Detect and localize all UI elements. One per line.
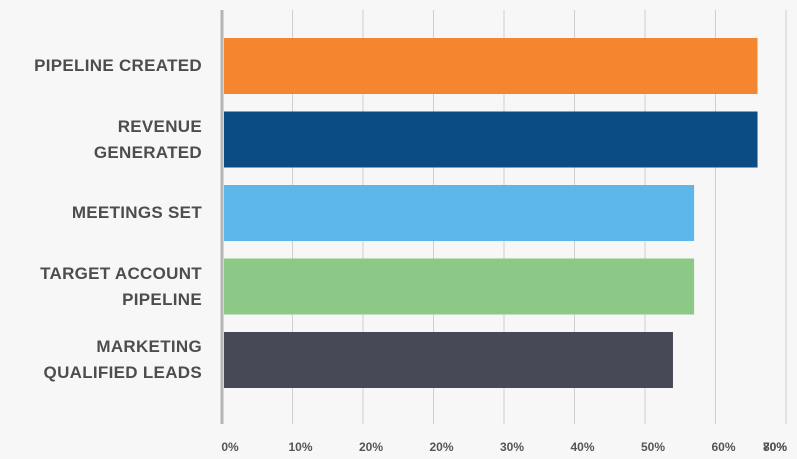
category-label: MARKETING QUALIFIED LEADS bbox=[44, 334, 202, 386]
bar bbox=[224, 258, 695, 315]
category-label-line: PIPELINE CREATED bbox=[34, 56, 202, 75]
bar bbox=[224, 111, 758, 168]
bar bbox=[224, 332, 673, 388]
x-tick-label: 70% bbox=[762, 440, 788, 454]
x-tick-label: 50% bbox=[640, 440, 666, 454]
x-tick-label: 40% bbox=[570, 440, 595, 454]
category-label-line: TARGET ACCOUNT bbox=[40, 263, 202, 283]
category-label-line: QUALIFIED LEADS bbox=[43, 363, 202, 382]
x-tick-label: 80% bbox=[762, 440, 788, 454]
category-label-line: PIPELINE bbox=[122, 289, 202, 309]
x-tick-label: 20% bbox=[429, 440, 454, 454]
category-label-line: REVENUE bbox=[117, 116, 202, 136]
x-tick-label: 10% bbox=[288, 440, 313, 454]
category-label-line: MEETINGS SET bbox=[71, 203, 202, 222]
bars bbox=[224, 38, 758, 388]
category-label: REVENUE GENERATED bbox=[94, 114, 202, 166]
category-label-line: GENERATED bbox=[93, 142, 202, 162]
x-tick-label: 30% bbox=[499, 440, 525, 454]
x-tick-label: 0% bbox=[221, 440, 239, 454]
category-label: TARGET ACCOUNT PIPELINE bbox=[40, 261, 202, 313]
bar bbox=[224, 38, 758, 94]
category-label: MEETINGS SET bbox=[72, 200, 202, 226]
category-label-line: MARKETING bbox=[96, 337, 202, 356]
x-tick-label: 20% bbox=[358, 440, 384, 454]
x-tick-label: 60% bbox=[711, 440, 736, 454]
category-label: PIPELINE CREATED bbox=[34, 53, 202, 79]
bar bbox=[224, 185, 695, 241]
